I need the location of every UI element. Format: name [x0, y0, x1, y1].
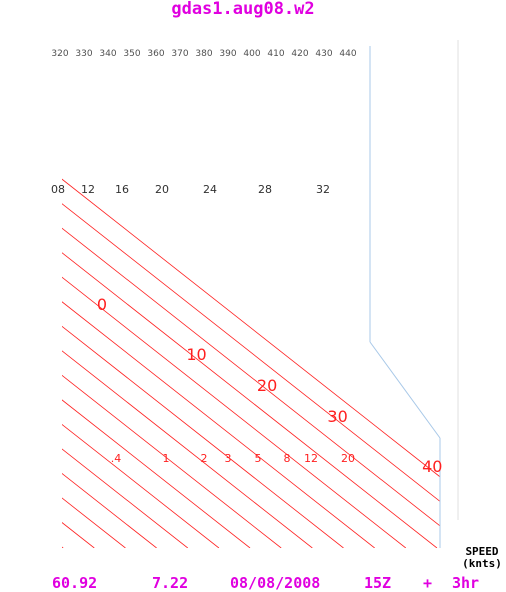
- plot-area: [0, 46, 440, 548]
- frame-edge: [369, 341, 441, 439]
- theta-e-label: 08: [51, 183, 65, 196]
- theta-label-top: 380: [195, 49, 212, 59]
- isotherm-line: [62, 301, 375, 548]
- footer-lat: 60.92: [52, 574, 97, 592]
- temperature-label-right: 30: [327, 407, 347, 426]
- isotherm-line: [0, 46, 1, 548]
- temperature-label-right: 10: [186, 345, 206, 364]
- theta-e-label: 28: [258, 183, 272, 196]
- axis-labels: 10020030040050060070080090010001050-100-…: [0, 49, 442, 476]
- isotherm-line: [62, 325, 344, 548]
- theta-e-label: 32: [316, 183, 330, 196]
- isotherm-line: [62, 399, 251, 548]
- theta-label-top: 370: [171, 49, 188, 59]
- mixing-ratio-label: 2: [201, 452, 208, 465]
- theta-label-top: 330: [75, 49, 92, 59]
- mixing-ratio-label: .4: [111, 452, 122, 465]
- isotherm-line: [62, 350, 313, 548]
- wind-column: 20202321171713111084333454: [457, 40, 459, 520]
- isotherm-line: [62, 227, 440, 527]
- theta-label-top: 360: [147, 49, 164, 59]
- isotherm-line: [62, 473, 157, 548]
- diagram-frame: [369, 46, 441, 548]
- isotherm-line: [62, 546, 64, 548]
- mixing-ratio-label: 8: [284, 452, 291, 465]
- speed-legend: SPEED (knts): [462, 545, 502, 570]
- temperature-label-right: 20: [257, 376, 277, 395]
- chart-title: gdas1.aug08.w2: [171, 0, 314, 19]
- footer-lon: 7.22: [152, 574, 188, 592]
- isotherm-line: [62, 423, 220, 548]
- footer: 60.92 7.22 08/08/2008 15Z + 3hr: [52, 574, 479, 592]
- mixing-ratio-label: 3: [225, 452, 232, 465]
- theta-label-top: 350: [123, 49, 140, 59]
- temperature-label-right: 40: [422, 457, 442, 476]
- mixing-ratio-label: 1: [163, 452, 170, 465]
- isotherm-line: [62, 252, 438, 548]
- footer-forecast: 3hr: [452, 574, 479, 592]
- theta-e-label: 24: [203, 183, 217, 196]
- speed-units-label: (knts): [462, 557, 502, 570]
- theta-e-label: 20: [155, 183, 169, 196]
- theta-label-top: 420: [291, 49, 308, 59]
- footer-plus: +: [423, 574, 432, 592]
- isotherm-line: [62, 448, 188, 548]
- footer-hour: 15Z: [364, 574, 391, 592]
- mixing-ratio-label: 20: [341, 452, 355, 465]
- isotherm-lines: [0, 46, 440, 548]
- isotherm-line: [0, 46, 32, 548]
- theta-label-top: 430: [315, 49, 332, 59]
- isotherm-line: [62, 178, 440, 478]
- mixing-ratio-label: 5: [255, 452, 262, 465]
- theta-label-top: 390: [219, 49, 236, 59]
- isotherm-line: [62, 522, 95, 548]
- speed-label: SPEED: [465, 545, 498, 558]
- temperature-label-right: 0: [97, 295, 107, 314]
- theta-e-label: 12: [81, 183, 95, 196]
- theta-label-top: 400: [243, 49, 260, 59]
- mixing-ratio-label: 12: [304, 452, 318, 465]
- isotherm-line: [62, 276, 407, 548]
- isotherm-line: [62, 374, 282, 548]
- isotherm-line: [62, 203, 440, 502]
- theta-label-top: 340: [99, 49, 116, 59]
- theta-label-top: 440: [339, 49, 356, 59]
- theta-e-label: 16: [115, 183, 129, 196]
- theta-label-top: 410: [267, 49, 284, 59]
- footer-date: 08/08/2008: [230, 574, 320, 592]
- theta-label-top: 320: [51, 49, 68, 59]
